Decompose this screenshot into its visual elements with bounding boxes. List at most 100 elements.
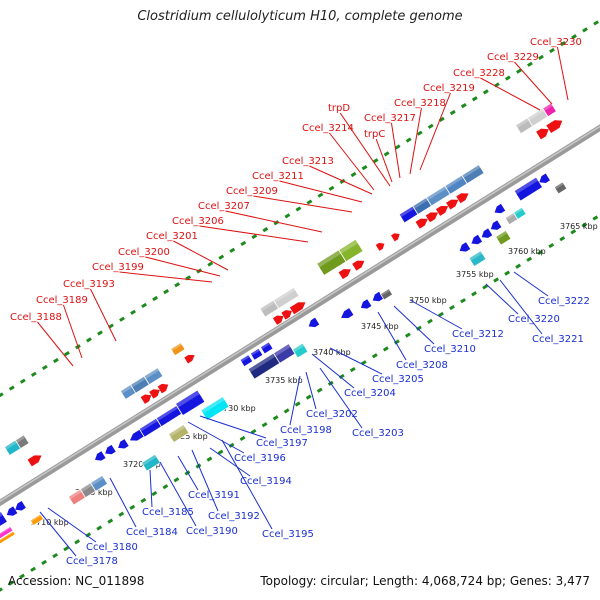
guide-dash [427,318,433,324]
leader-line [309,165,373,195]
gene-forward [352,260,365,271]
guide-dash [96,525,103,531]
gene-label-forward: Ccel_3201 [146,231,198,242]
guide-dash [449,109,456,116]
leader-line [209,447,251,477]
gene-reverse [6,506,18,516]
leader-line [377,311,407,361]
gene-forward [289,302,306,315]
leader-line [393,305,435,345]
guide-dash [97,330,103,336]
gene-forward [27,455,42,467]
guide-dash [316,387,323,393]
guide-dash [570,229,577,235]
label-leaders [37,46,569,557]
guide-dash [504,75,511,81]
guide-dash [163,289,170,295]
guide-dash [526,256,533,262]
gene-label-reverse: Ccel_3198 [280,425,332,436]
leader-line [173,240,229,271]
gene-block [425,185,451,207]
leader-line [556,46,569,101]
guide-dash [19,378,26,384]
guide-dash [581,222,588,228]
gene-label-forward: Ccel_3188 [10,312,62,323]
kbp-tick-label: 3710 kbp [31,518,69,527]
gene-reverse [308,317,320,328]
guide-dash [30,371,37,377]
gene-block [495,229,512,246]
gene-label-forward: Ccel_3217 [364,113,416,124]
gene-block [291,342,309,359]
backbone-highlight [0,125,600,503]
guide-dash [284,213,291,219]
guide-dash [427,123,434,129]
gene-label-reverse: Ccel_3203 [352,428,404,439]
gene-block [259,341,274,355]
guide-dash [549,47,555,54]
guide-dash [107,518,114,524]
gene-block [0,530,16,551]
gene-block [513,176,544,202]
gene-labels: Ccel_3188 Ccel_3189 Ccel_3193 Ccel_3199 Ccel… [10,37,590,567]
leader-line [187,421,245,454]
guide-dash [119,316,125,322]
guide-dash [306,199,313,205]
guide-dash [217,449,224,455]
guide-dash [438,116,445,123]
guide-dash [438,311,444,318]
guide-dash [228,442,235,448]
leader-line [329,347,383,375]
gene-label-reverse: Ccel_3196 [234,453,286,464]
guide-dash [174,282,181,288]
leader-line [514,61,553,105]
leader-line [109,477,137,528]
guide-dash [251,233,258,240]
kbp-tick-label: 3740 kbp [313,348,351,357]
gene-block [542,102,557,118]
gene-reverse [481,228,493,238]
leader-line [390,122,401,179]
gene-forward [140,394,152,404]
leader-line [513,271,549,297]
gene-reverse [490,220,502,230]
guide-dash [52,357,59,364]
gene-block [239,353,254,368]
guide-dash [394,144,401,150]
gene-forward [375,242,385,251]
guide-dash [141,302,147,309]
gene-features [0,102,568,551]
gene-label-forward: trpD [328,103,350,114]
guide-dash [74,539,81,545]
gene-forward [338,269,351,280]
gene-reverse [372,291,384,302]
gene-block [140,453,161,472]
gene-label-forward: Ccel_3228 [453,68,505,79]
leader-line [279,180,363,203]
guide-dash [272,415,279,421]
leader-line [253,195,353,213]
guide-dash [250,428,257,435]
leader-line [375,138,393,183]
guide-dash [8,385,15,391]
guide-dash [416,325,422,331]
gene-reverse [129,429,144,441]
gene-label-reverse: Ccel_3208 [396,360,448,371]
leader-line [499,279,543,335]
guide-dash [151,490,158,497]
guide-dash [382,346,389,352]
gene-block [29,513,45,527]
gene-block [155,404,183,428]
gene-block [129,375,150,394]
gene-forward [157,383,169,394]
gene-reverse [471,234,483,245]
gene-label-forward: trpC [364,129,385,140]
gene-label-reverse: Ccel_3205 [372,374,424,385]
genome-backbone [0,124,600,507]
leader-line [39,511,77,557]
kbp-tick-label: 3755 kbp [456,270,494,279]
accession-text: Accession: NC_011898 [8,574,145,588]
guide-dash [140,497,147,504]
gene-reverse [105,444,116,455]
